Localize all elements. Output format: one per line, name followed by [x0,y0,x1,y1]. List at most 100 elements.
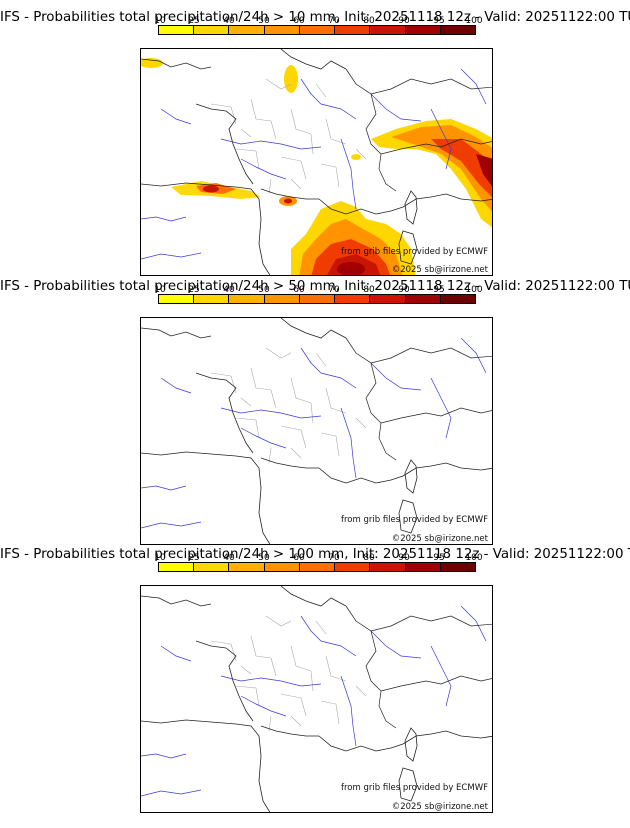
color-scale-tick-label: 50 [258,553,270,563]
river-line [460,605,487,642]
color-scale-tick-label: 90 [398,16,410,26]
color-scale-segment [264,295,300,303]
color-scale-segment [370,26,406,34]
river-line [460,68,487,105]
color-scale-segment [264,26,300,34]
color-scale-tick-label: 100 [465,553,483,563]
color-scale-tick-label: 90 [398,553,410,563]
color-scale-tick-label: 70 [328,285,340,295]
department-boundaries [210,347,367,464]
precip-map: from grib files provided by ECMWF ©2025 … [140,317,493,545]
river-line [220,675,322,687]
color-scale-segment [370,295,406,303]
river-line [141,485,187,491]
color-scale-ticks: 10 25 40 50 60 70 80 90 95 100 [0,554,630,574]
corsica-outline [404,459,418,494]
precip-probability-areas [141,58,492,275]
department-boundaries [210,78,367,195]
color-scale-bar [158,25,476,35]
river-line [340,675,357,747]
color-scale-tick-label: 100 [465,16,483,26]
color-scale-segment [299,563,336,571]
color-scale-tick-label: 25 [188,285,200,295]
precip-area [431,139,492,197]
precip-area [351,154,361,160]
precip-area [203,185,219,193]
precip-area [476,154,492,187]
credit-source: from grib files provided by ECMWF [341,247,488,257]
color-scale-segment [405,563,441,571]
river-line [460,337,487,374]
color-scale-tick-label: 60 [293,285,305,295]
coastline [141,318,492,544]
color-scale-tick-label: 95 [433,285,445,295]
color-scale-tick-label: 25 [188,16,200,26]
color-scale-tick-label: 40 [223,285,235,295]
precip-area [284,198,292,204]
color-scale-tick-label: 95 [433,553,445,563]
precip-map: from grib files provided by ECMWF ©2025 … [140,585,493,813]
color-scale-segment [229,26,265,34]
color-scale-tick-label: 80 [363,285,375,295]
river-line [430,108,452,170]
river-line [430,645,452,707]
color-scale-segment [229,563,265,571]
base-map [141,49,492,275]
river-line [141,252,202,260]
sardinia-outline [398,230,418,265]
color-scale-tick-label: 60 [293,553,305,563]
coastline [141,586,492,812]
color-scale-segment [264,563,300,571]
river-line [340,138,357,210]
river-line [240,158,287,180]
color-scale-segment [370,563,406,571]
panel-50mm: IFS - Probabilities total precipitation/… [0,269,630,545]
river-line [430,377,452,439]
river-line [300,615,357,657]
color-scale-bar [158,562,476,572]
precip-map: from grib files provided by ECMWF ©2025 … [140,48,493,276]
river-line [370,630,422,659]
color-scale-segment [440,563,475,571]
country-borders [260,337,492,469]
river-line [300,347,357,389]
color-scale-segment [405,295,441,303]
color-scale-ticks: 10 25 40 50 60 70 80 90 95 100 [0,17,630,37]
country-borders [260,68,492,200]
panel-title: IFS - Probabilities total precipitation/… [0,279,630,294]
color-scale-segment [194,26,230,34]
color-scale-tick-label: 60 [293,16,305,26]
river-line [240,427,287,449]
color-scale-segment [229,295,265,303]
color-scale-bar [158,294,476,304]
color-scale-segment [440,26,475,34]
color-scale-tick-label: 50 [258,16,270,26]
color-scale-segment [335,26,371,34]
river-line [160,645,192,662]
color-scale-tick-label: 50 [258,285,270,295]
color-scale-tick-label: 40 [223,553,235,563]
panel-title: IFS - Probabilities total precipitation/… [0,10,630,25]
color-scale-tick-label: 80 [363,16,375,26]
panel-title: IFS - Probabilities total precipitation/… [0,547,630,562]
credit-copyright: ©2025 sb@irizone.net [391,534,488,544]
color-scale-ticks: 10 25 40 50 60 70 80 90 95 100 [0,286,630,306]
river-line [141,521,202,529]
river-line [220,138,322,150]
color-scale-tick-label: 100 [465,285,483,295]
color-scale-tick-label: 25 [188,553,200,563]
color-scale-tick-label: 90 [398,285,410,295]
color-scale-tick-label: 95 [433,16,445,26]
precip-area [284,65,298,93]
river-line [141,216,187,222]
river-line [220,407,322,419]
precip-area [337,262,365,275]
country-borders [260,605,492,737]
base-map [141,586,492,812]
sardinia-outline [398,499,418,534]
corsica-outline [404,727,418,762]
color-scale-segment [440,295,475,303]
color-scale-segment [194,563,230,571]
river-line [240,695,287,717]
credit-source: from grib files provided by ECMWF [341,783,488,793]
